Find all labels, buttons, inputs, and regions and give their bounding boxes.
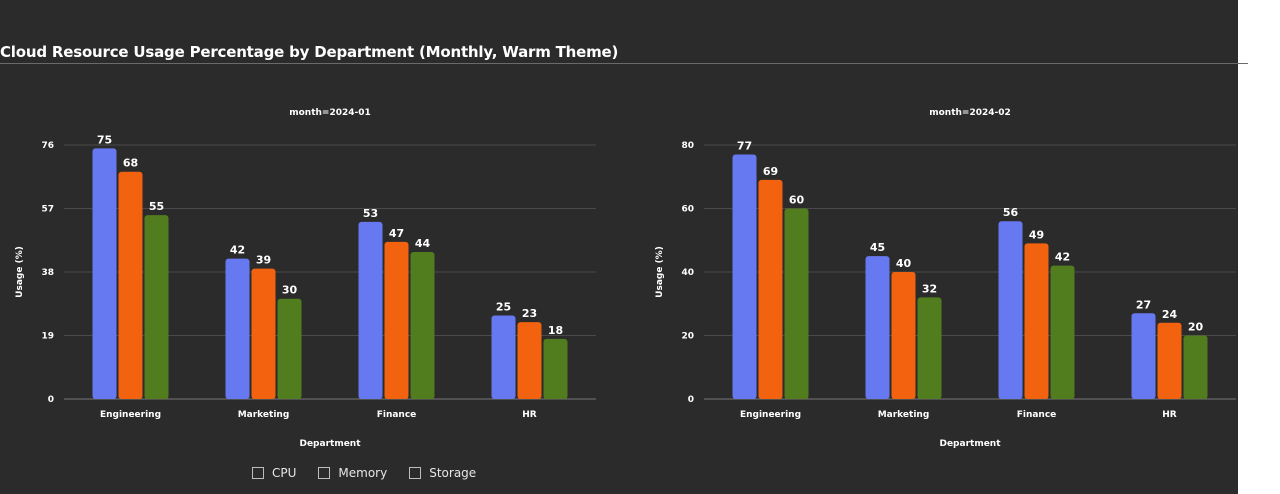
x-axis-label: Department <box>299 439 361 449</box>
legend-checkbox-icon[interactable] <box>252 467 264 479</box>
legend: CPU Memory Storage <box>252 466 476 480</box>
bar-cpu-finance <box>358 221 383 399</box>
chart-title: Cloud Resource Usage Percentage by Depar… <box>0 43 619 61</box>
y-tick-label: 76 <box>41 141 54 151</box>
bar-value-label: 47 <box>389 227 404 240</box>
legend-checkbox-icon[interactable] <box>318 467 331 479</box>
faceted-bar-chart: month=2024-01 0 19 38 57 76 Usage (%) Departmen… <box>15 108 1236 449</box>
bar-value-label: 30 <box>282 284 298 297</box>
bar-memory-marketing <box>891 272 916 399</box>
x-axis-label: Department <box>939 439 1001 449</box>
bar-storage-finance <box>1050 265 1075 399</box>
bar-storage-engineering <box>144 215 169 399</box>
title-divider <box>0 63 1238 64</box>
bar-cpu-finance <box>998 221 1023 399</box>
y-tick-label: 19 <box>41 332 54 342</box>
y-tick-label: 20 <box>681 332 694 342</box>
bar-value-label: 75 <box>97 133 112 146</box>
chart-panel: Cloud Resource Usage Percentage by Depar… <box>0 0 1238 494</box>
bar-cpu-engineering <box>92 148 117 399</box>
subplot-title: month=2024-01 <box>289 108 371 118</box>
x-tick-label: Marketing <box>878 410 930 420</box>
bar-storage-marketing <box>277 298 302 399</box>
x-tick-label: Engineering <box>100 410 161 420</box>
y-tick-label: 38 <box>41 268 54 278</box>
bar-value-label: 53 <box>363 207 378 220</box>
legend-label-cpu: CPU <box>272 466 297 480</box>
legend-item-memory[interactable]: Memory <box>318 466 387 480</box>
y-tick-label: 40 <box>681 268 694 278</box>
bar-memory-engineering <box>118 171 143 399</box>
title-divider-extension <box>1238 63 1248 64</box>
bar-value-label: 60 <box>789 194 805 207</box>
bar-value-label: 42 <box>1055 251 1070 264</box>
bar-value-label: 42 <box>230 244 245 257</box>
bar-value-label: 25 <box>496 300 511 313</box>
legend-item-cpu[interactable]: CPU <box>252 466 296 480</box>
bar-memory-hr <box>1157 322 1182 399</box>
y-tick-label: 0 <box>48 395 54 405</box>
bar-memory-finance <box>384 241 409 399</box>
bar-memory-engineering <box>758 179 783 399</box>
bar-value-label: 40 <box>896 257 912 270</box>
y-tick-label: 0 <box>688 395 694 405</box>
subplot-title: month=2024-02 <box>929 108 1011 118</box>
bar-cpu-hr <box>491 315 516 399</box>
bar-value-label: 44 <box>415 237 431 250</box>
y-axis-label: Usage (%) <box>15 246 25 298</box>
bar-value-label: 45 <box>870 241 885 254</box>
legend-checkbox-icon[interactable] <box>409 467 422 479</box>
bar-cpu-hr <box>1131 313 1156 399</box>
bar-memory-finance <box>1024 243 1049 399</box>
y-tick-label: 60 <box>681 205 694 215</box>
legend-label-memory: Memory <box>338 466 388 480</box>
x-tick-label: Marketing <box>238 410 290 420</box>
legend-label-storage: Storage <box>429 466 477 480</box>
x-tick-label: Finance <box>1017 410 1057 420</box>
x-tick-label: HR <box>1162 410 1177 420</box>
bar-value-label: 55 <box>149 200 164 213</box>
bar-storage-finance <box>410 251 435 399</box>
bar-storage-marketing <box>917 297 942 399</box>
bar-value-label: 39 <box>256 254 271 267</box>
bar-value-label: 24 <box>1162 308 1178 321</box>
y-tick-label: 80 <box>681 141 694 151</box>
x-tick-label: Engineering <box>740 410 801 420</box>
bar-cpu-engineering <box>732 154 757 399</box>
legend-item-storage[interactable]: Storage <box>409 466 476 480</box>
bar-memory-marketing <box>251 268 276 399</box>
bar-storage-hr <box>1183 335 1208 399</box>
bar-memory-hr <box>517 322 542 399</box>
bar-value-label: 27 <box>1136 298 1151 311</box>
bar-value-label: 68 <box>123 157 138 170</box>
y-axis-label: Usage (%) <box>655 246 665 298</box>
bar-storage-hr <box>543 338 568 399</box>
bar-value-label: 49 <box>1029 228 1044 241</box>
x-tick-label: Finance <box>377 410 417 420</box>
bar-storage-engineering <box>784 208 809 399</box>
x-tick-label: HR <box>522 410 537 420</box>
y-tick-label: 57 <box>41 205 54 215</box>
bar-value-label: 23 <box>522 307 537 320</box>
bar-cpu-marketing <box>225 258 250 399</box>
bar-value-label: 20 <box>1188 321 1204 334</box>
bar-value-label: 56 <box>1003 206 1019 219</box>
bar-value-label: 69 <box>763 165 778 178</box>
bar-value-label: 18 <box>548 324 563 337</box>
bar-value-label: 32 <box>922 282 937 295</box>
bar-cpu-marketing <box>865 256 890 399</box>
bar-value-label: 77 <box>737 140 752 153</box>
